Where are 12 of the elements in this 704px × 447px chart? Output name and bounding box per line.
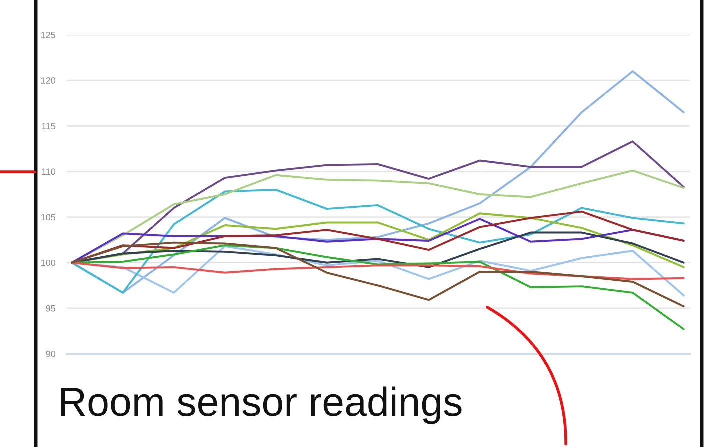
line-series <box>71 188 685 294</box>
y-tick-label: 125 <box>42 32 56 38</box>
text: Room sensor readings <box>61 386 462 424</box>
y-tick-label: 100 <box>42 260 56 266</box>
y-tick-label: 90 <box>46 350 56 358</box>
y-tick-label: 120 <box>42 78 56 84</box>
y-tick-label: 115 <box>42 123 56 130</box>
line-series <box>71 242 685 308</box>
y-tick-label: 110 <box>42 168 56 176</box>
line-series <box>71 262 685 280</box>
y-tick-label: 105 <box>42 214 56 221</box>
y-tick-label: 95 <box>46 305 56 312</box>
